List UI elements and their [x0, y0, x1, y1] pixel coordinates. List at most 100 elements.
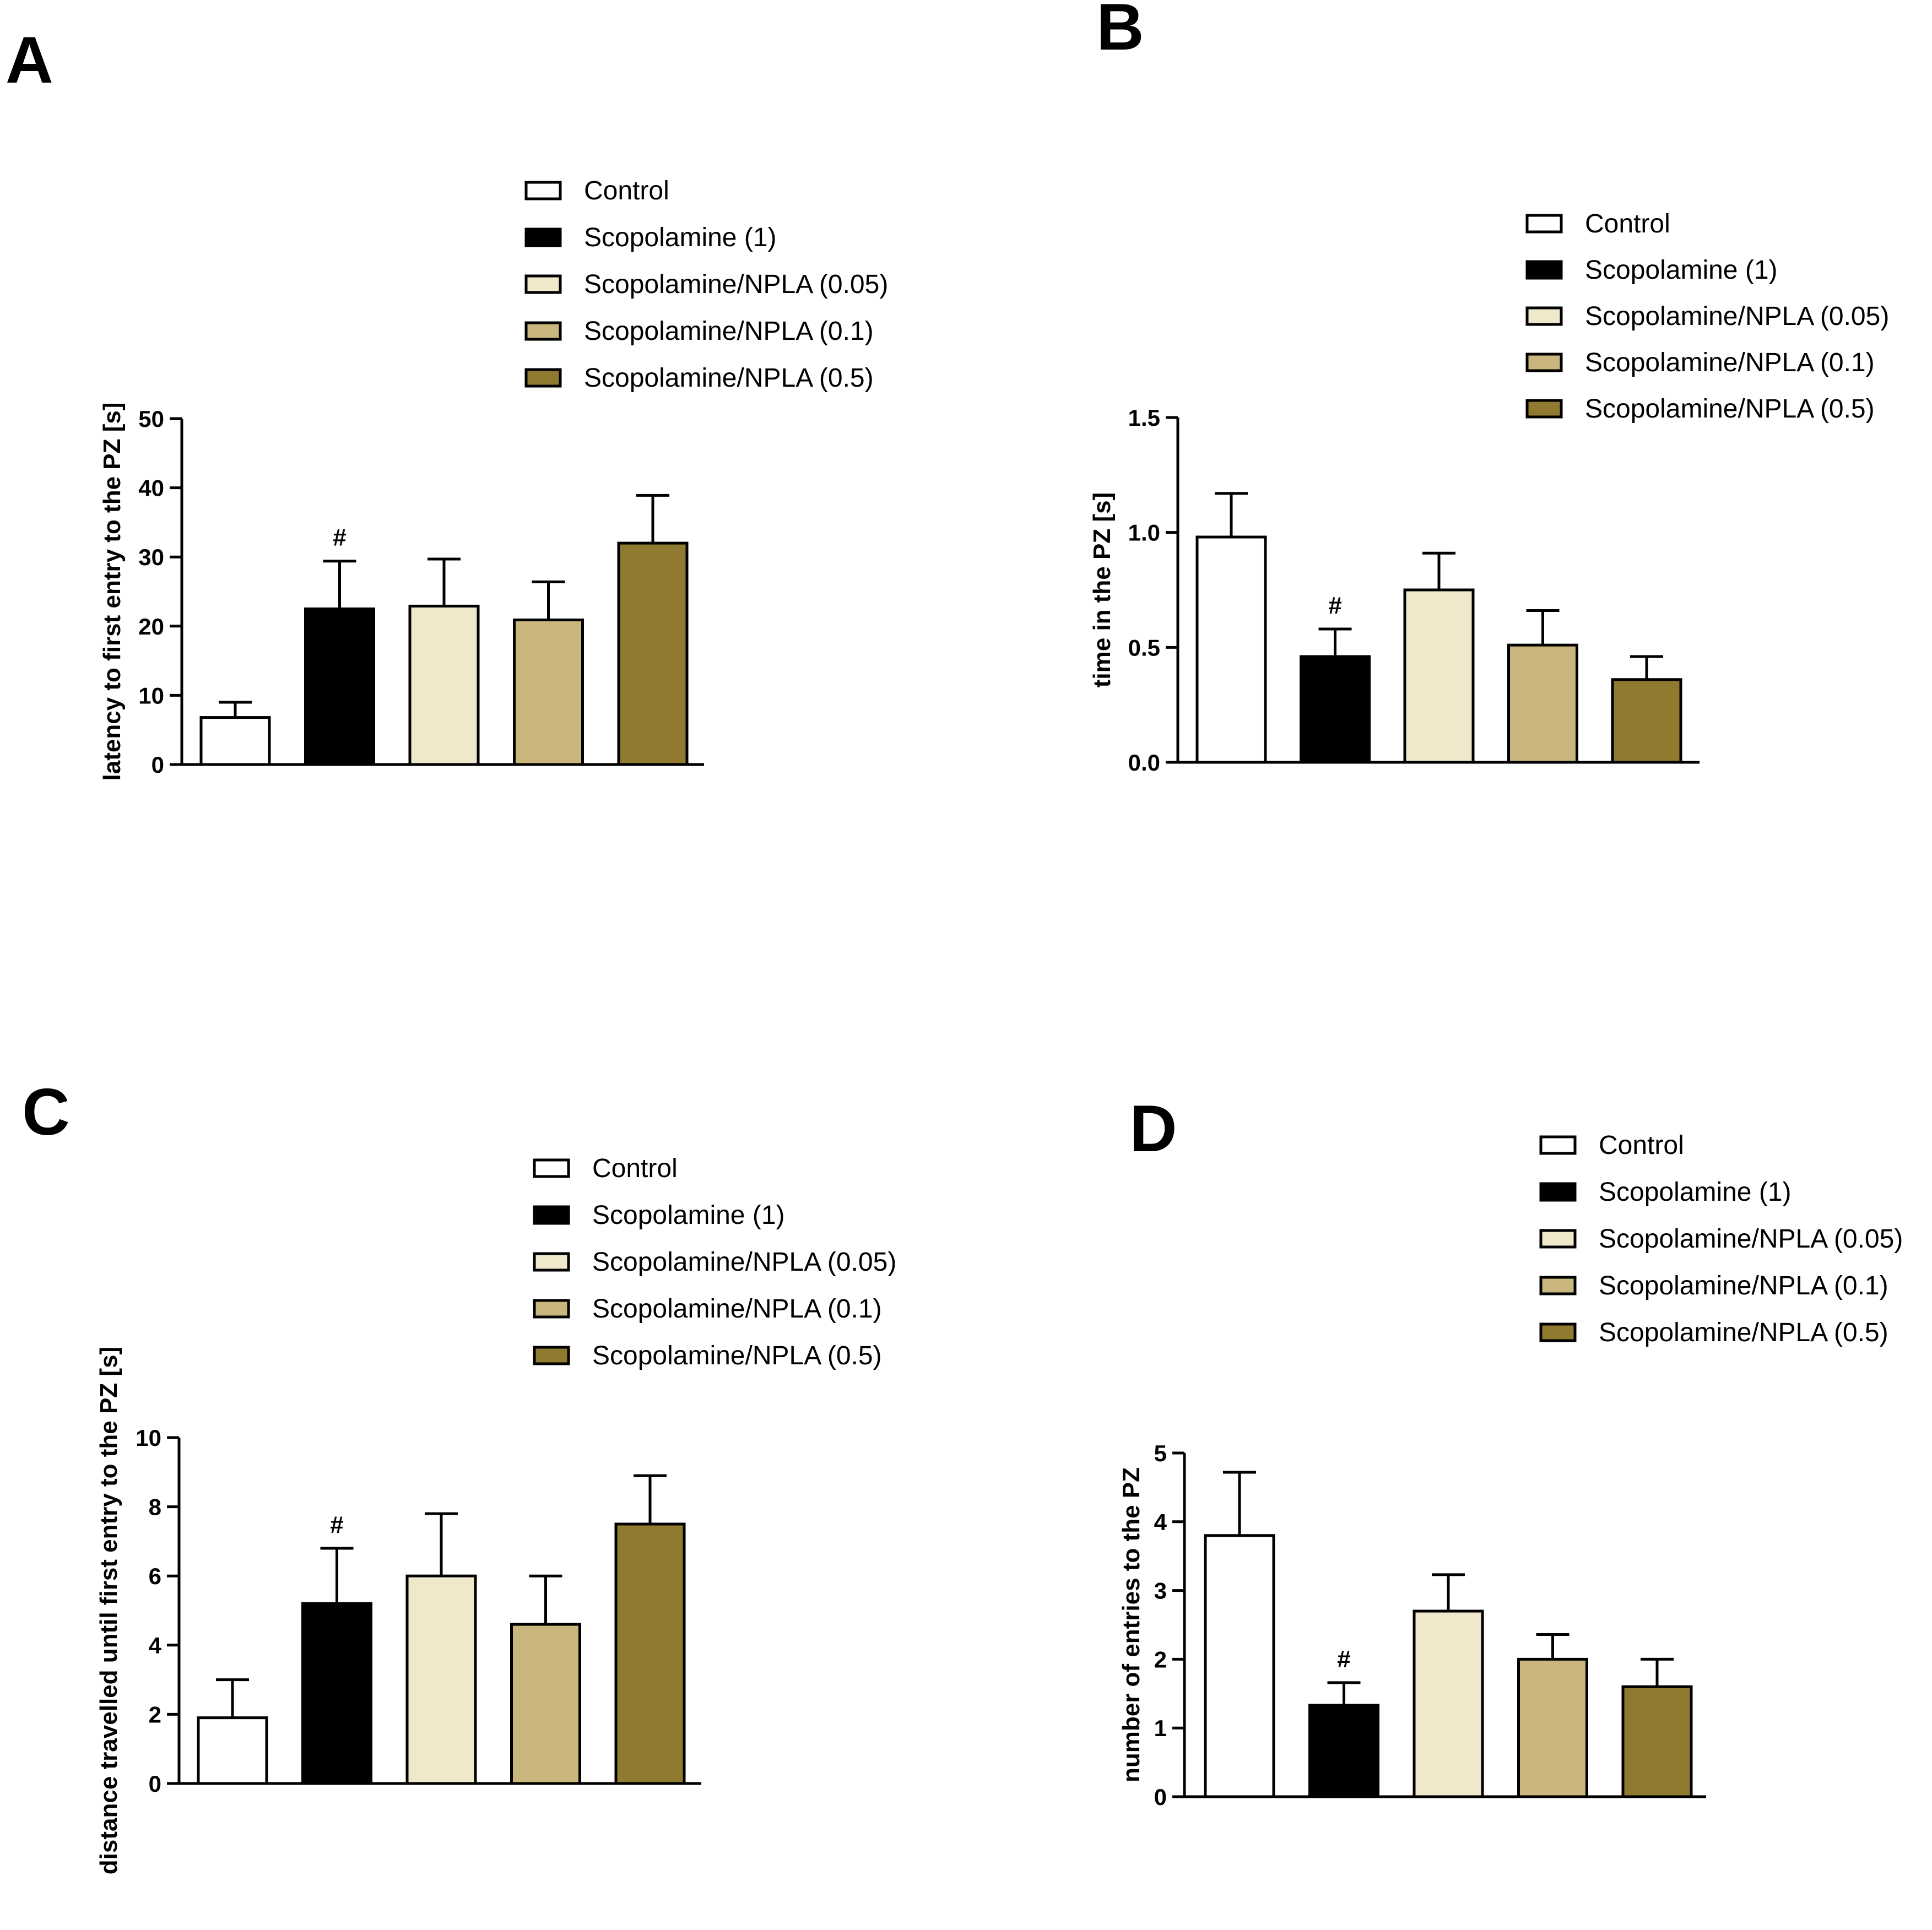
y-tick-label: 5 [1154, 1440, 1167, 1466]
y-tick-label: 10 [138, 682, 164, 708]
legend-label: Scopolamine/NPLA (0.5) [584, 364, 874, 393]
legend-label: Scopolamine/NPLA (0.1) [592, 1294, 882, 1324]
y-tick-label: 0 [151, 752, 164, 778]
y-tick-label: 0.5 [1128, 635, 1160, 660]
y-tick-label: 1.0 [1128, 520, 1160, 546]
y-axis-label: distance travelled until first entry to … [95, 1347, 122, 1874]
legend-label: Scopolamine (1) [1585, 256, 1778, 285]
legend-swatch-scopolamine-1 [1525, 260, 1563, 280]
bar-scopolamine-npla-0-1 [513, 618, 584, 766]
bar-scopolamine-npla-0-1 [1517, 1657, 1588, 1798]
legend: Control Scopolamine (1) Scopolamine/NPLA (… [533, 1154, 896, 1370]
legend-label: Scopolamine/NPLA (0.05) [1585, 302, 1889, 331]
y-tick-label: 1.5 [1128, 405, 1160, 431]
legend-label: Scopolamine/NPLA (0.1) [584, 317, 874, 346]
significance-marker: # [1337, 1646, 1350, 1673]
bar-scopolamine-npla-0-5 [614, 1522, 686, 1785]
legend-swatch-scopolamine-1 [524, 227, 562, 247]
y-tick-label: 30 [138, 544, 164, 570]
legend: Control Scopolamine (1) Scopolamine/NPLA (… [1525, 209, 1889, 424]
panel-b: B 0.0 0.5 1.0 1.5 time in the PZ [s] # Control S… [1089, 0, 1889, 776]
y-tick-label: 20 [138, 614, 164, 639]
y-tick-label: 8 [149, 1494, 161, 1520]
bar-scopolamine-npla-0-1 [510, 1623, 581, 1785]
legend-label: Control [592, 1154, 678, 1183]
significance-marker: # [1328, 592, 1341, 619]
bar-scopolamine-npla-0-5 [1611, 678, 1682, 764]
legend-label: Scopolamine/NPLA (0.5) [1599, 1318, 1888, 1347]
bar-scopolamine-npla-0-05 [1403, 588, 1475, 764]
legend-swatch-scopolamine-1 [533, 1205, 570, 1225]
y-tick-label: 4 [149, 1633, 162, 1658]
panel-letter-a: A [6, 23, 53, 97]
legend-label: Control [1585, 209, 1670, 238]
bar-scopolamine-1 [1300, 655, 1371, 764]
y-tick-label: 4 [1154, 1509, 1167, 1535]
legend-swatch-scopolamine-npla-0-5 [524, 368, 562, 388]
bar-control [1195, 535, 1267, 764]
legend-label: Control [1599, 1131, 1684, 1160]
bar-control [199, 716, 271, 766]
y-tick-label: 6 [149, 1563, 161, 1589]
legend: Control Scopolamine (1) Scopolamine/NPLA (… [1539, 1131, 1903, 1347]
legend-swatch-control [1525, 214, 1563, 234]
y-tick-label: 0 [149, 1771, 161, 1797]
legend-label: Scopolamine (1) [592, 1201, 785, 1230]
y-axis-label: latency to first entry to the PZ [s] [99, 403, 126, 781]
legend-swatch-control [1539, 1135, 1577, 1155]
bar-scopolamine-1 [1308, 1704, 1379, 1798]
bar-scopolamine-npla-0-5 [617, 541, 689, 766]
y-tick-label: 3 [1154, 1578, 1167, 1604]
legend-swatch-scopolamine-npla-0-5 [533, 1346, 570, 1365]
legend-swatch-scopolamine-1 [1539, 1182, 1577, 1202]
significance-marker: # [330, 1511, 343, 1538]
legend-swatch-scopolamine-npla-0-1 [524, 321, 562, 341]
y-tick-label: 0.0 [1128, 750, 1160, 776]
legend-swatch-scopolamine-npla-0-05 [533, 1252, 570, 1272]
legend-label: Scopolamine/NPLA (0.5) [592, 1341, 882, 1370]
panel-letter-c: C [22, 1075, 70, 1149]
legend-label: Scopolamine/NPLA (0.1) [1599, 1271, 1888, 1300]
significance-marker: # [333, 524, 346, 551]
legend-swatch-control [524, 181, 562, 200]
y-tick-label: 2 [149, 1701, 161, 1727]
y-tick-label: 40 [138, 475, 164, 501]
legend-label: Scopolamine/NPLA (0.5) [1585, 394, 1875, 424]
legend-label: Scopolamine (1) [584, 223, 777, 252]
panel-a: A 0 10 20 30 40 50 latency to first entry to th… [6, 23, 888, 780]
panel-letter-b: B [1096, 0, 1144, 64]
panel-d: D 0 1 2 3 4 5 number of entries to the PZ # Contr… [1118, 1092, 1903, 1810]
legend-label: Scopolamine/NPLA (0.05) [584, 270, 888, 299]
panel-letter-d: D [1129, 1092, 1177, 1165]
y-tick-label: 0 [1154, 1784, 1167, 1810]
legend-swatch-scopolamine-npla-0-5 [1525, 399, 1563, 419]
legend-swatch-control [533, 1158, 570, 1178]
legend-swatch-scopolamine-npla-0-1 [1539, 1276, 1577, 1295]
legend-label: Scopolamine (1) [1599, 1178, 1792, 1207]
legend: Control Scopolamine (1) Scopolamine/NPLA (… [524, 176, 888, 393]
legend-swatch-scopolamine-npla-0-1 [533, 1299, 570, 1319]
panel-c: C 0 2 4 6 8 10 distance travelled until first e… [22, 1075, 896, 1874]
bar-control [197, 1716, 268, 1785]
legend-label: Scopolamine/NPLA (0.1) [1585, 348, 1875, 377]
bar-control [1204, 1534, 1275, 1798]
legend-swatch-scopolamine-npla-0-5 [1539, 1322, 1577, 1342]
y-tick-label: 50 [138, 406, 164, 432]
bar-scopolamine-1 [301, 1602, 372, 1785]
y-tick-label: 1 [1154, 1715, 1167, 1741]
legend-label: Scopolamine/NPLA (0.05) [1599, 1224, 1903, 1254]
legend-label: Scopolamine/NPLA (0.05) [592, 1248, 896, 1277]
y-tick-label: 10 [136, 1425, 161, 1451]
legend-swatch-scopolamine-npla-0-1 [1525, 353, 1563, 372]
y-axis-label: time in the PZ [s] [1089, 492, 1116, 687]
bar-scopolamine-npla-0-05 [1413, 1609, 1484, 1798]
bar-scopolamine-npla-0-1 [1507, 643, 1578, 764]
bar-scopolamine-npla-0-05 [405, 1574, 477, 1785]
legend-swatch-scopolamine-npla-0-05 [1539, 1229, 1577, 1249]
bar-scopolamine-npla-0-05 [408, 604, 480, 766]
bar-scopolamine-1 [304, 607, 375, 766]
legend-swatch-scopolamine-npla-0-05 [1525, 306, 1563, 326]
bar-scopolamine-npla-0-5 [1621, 1685, 1693, 1798]
legend-swatch-scopolamine-npla-0-05 [524, 274, 562, 294]
